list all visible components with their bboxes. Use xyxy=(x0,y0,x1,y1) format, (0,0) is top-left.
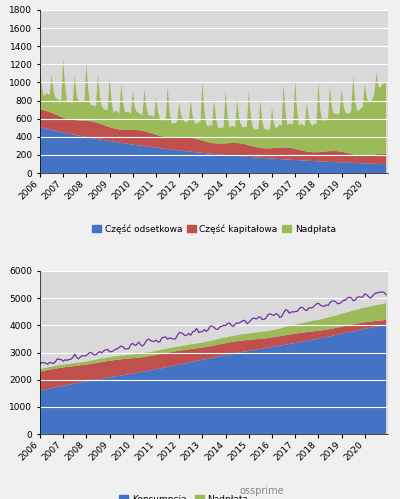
Text: ossprime: ossprime xyxy=(240,486,285,496)
Legend: Część odsetkowa, Część kapitałowa, Nadpłata: Część odsetkowa, Część kapitałowa, Nadpł… xyxy=(88,221,340,237)
Legend: Konsumpcja, Rata kredytu, Nadpłata, Wynagrodzenie brutto: Konsumpcja, Rata kredytu, Nadpłata, Wyna… xyxy=(116,491,312,499)
